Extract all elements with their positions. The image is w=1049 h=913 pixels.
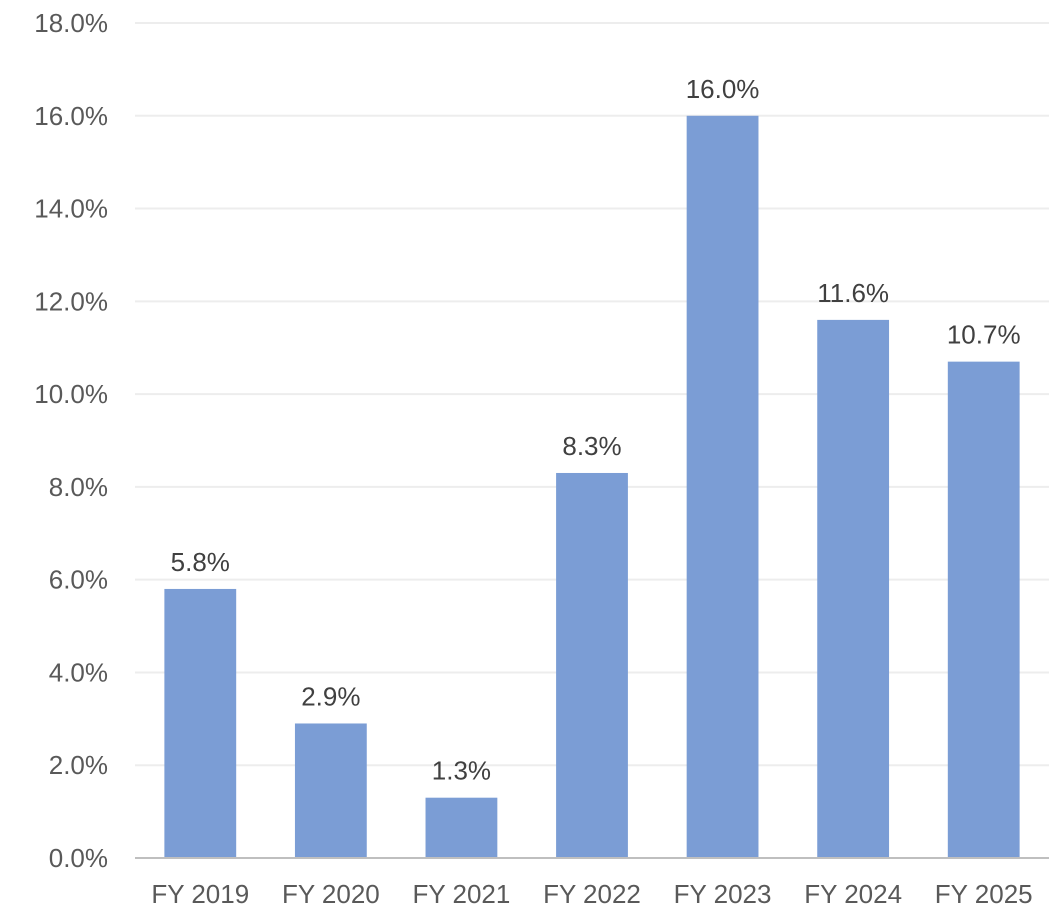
x-tick-label: FY 2023	[674, 879, 772, 909]
data-label: 11.6%	[817, 278, 889, 308]
y-axis-tick-labels: 0.0% 2.0% 4.0% 6.0% 8.0% 10.0% 12.0% 14.0% 16.0%…	[34, 8, 108, 873]
bar	[817, 319, 890, 858]
data-label: 16.0%	[686, 74, 760, 104]
bar	[294, 723, 367, 858]
y-tick-label: 16.0%	[34, 101, 108, 131]
y-tick-label: 2.0%	[49, 750, 108, 780]
y-tick-label: 6.0%	[49, 565, 108, 595]
bar	[425, 797, 498, 858]
x-tick-label: FY 2024	[804, 879, 902, 909]
y-tick-label: 14.0%	[34, 194, 108, 224]
bars	[164, 115, 1020, 859]
data-labels: 5.8% 2.9% 1.3% 8.3% 16.0% 11.6% 10.7%	[171, 74, 1021, 786]
data-label: 2.9%	[301, 681, 360, 711]
bar	[164, 588, 237, 858]
data-label: 10.7%	[947, 320, 1021, 350]
data-label: 8.3%	[562, 431, 621, 461]
y-tick-label: 12.0%	[34, 286, 108, 316]
x-tick-label: FY 2021	[413, 879, 511, 909]
y-tick-label: 18.0%	[34, 8, 108, 38]
y-tick-label: 8.0%	[49, 472, 108, 502]
x-axis-tick-labels: FY 2019 FY 2020 FY 2021 FY 2022 FY 2023 FY 20…	[151, 879, 1032, 909]
gridlines	[135, 22, 1049, 767]
bar	[556, 472, 628, 858]
data-label: 5.8%	[171, 547, 230, 577]
x-tick-label: FY 2022	[543, 879, 641, 909]
y-tick-label: 10.0%	[34, 379, 108, 409]
y-tick-label: 0.0%	[49, 843, 108, 873]
data-label: 1.3%	[432, 756, 491, 786]
x-tick-label: FY 2025	[935, 879, 1033, 909]
x-tick-label: FY 2020	[282, 879, 380, 909]
bar	[686, 115, 759, 859]
bar	[947, 361, 1020, 858]
x-tick-label: FY 2019	[151, 879, 249, 909]
y-tick-label: 4.0%	[49, 657, 108, 687]
